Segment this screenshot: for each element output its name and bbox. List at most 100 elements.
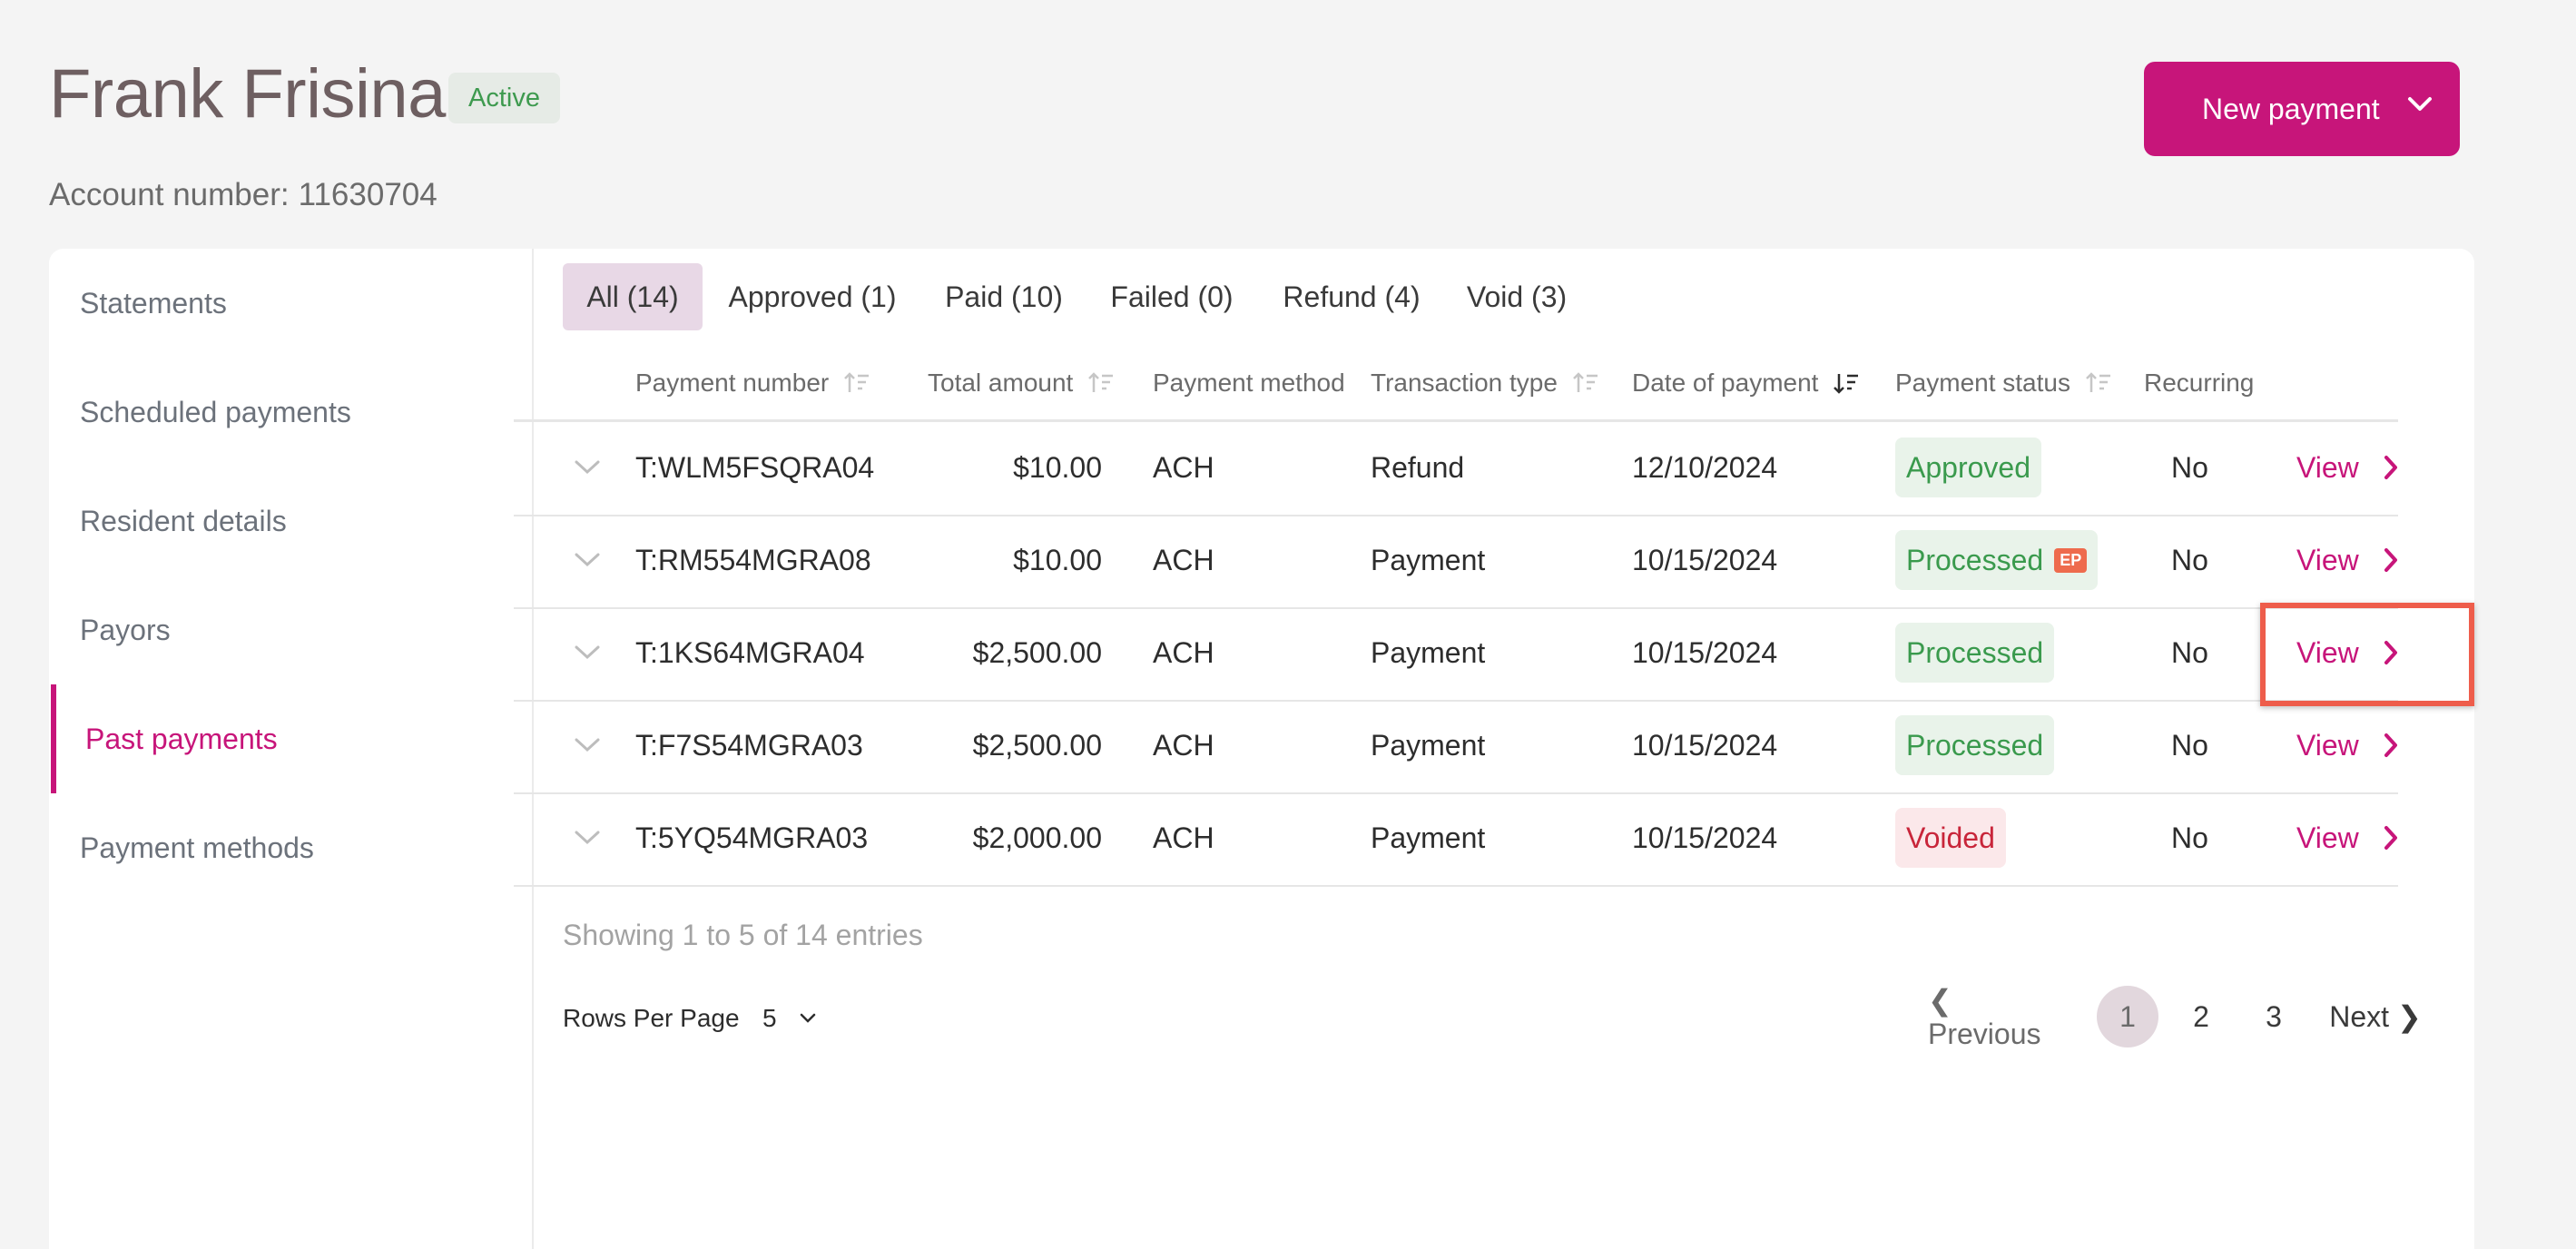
chevron-down-icon	[575, 460, 600, 475]
date-of-payment: 12/10/2024	[1632, 450, 1778, 484]
date-of-payment: 10/15/2024	[1632, 543, 1778, 576]
total-amount: $2,500.00	[972, 728, 1102, 762]
chevron-right-icon	[2384, 456, 2397, 479]
pagination-next[interactable]: Next ❯	[2329, 1000, 2422, 1033]
new-payment-label: New payment	[2202, 92, 2380, 125]
column-header-total-amount[interactable]: Total amount	[928, 358, 1115, 408]
payment-method: ACH	[1153, 821, 1214, 854]
payment-number: T:F7S54MGRA03	[635, 728, 863, 762]
payment-method: ACH	[1153, 543, 1214, 576]
payment-method: ACH	[1153, 450, 1214, 484]
sidebar-item-resident-details[interactable]: Resident details	[80, 504, 287, 537]
payment-status: Processed EP	[1895, 515, 2099, 605]
column-header-recurring: Recurring	[2144, 369, 2255, 397]
recurring: No	[2171, 821, 2208, 854]
chevron-down-icon	[800, 1013, 815, 1023]
account-number-value: 11630704	[298, 177, 438, 212]
view-link[interactable]: View	[2296, 607, 2399, 698]
chevron-right-icon	[2384, 548, 2397, 572]
transaction-type: Refund	[1371, 450, 1465, 484]
status-badge: Voided	[1895, 808, 2006, 868]
payment-method: ACH	[1153, 728, 1214, 762]
transaction-type: Payment	[1371, 543, 1486, 576]
expand-row-button[interactable]	[574, 515, 601, 605]
recurring: No	[2171, 543, 2208, 576]
payment-number: T:WLM5FSQRA04	[635, 450, 875, 484]
sidebar-item-payors[interactable]: Payors	[80, 613, 171, 646]
total-amount: $10.00	[1013, 450, 1102, 484]
chevron-right-icon	[2384, 641, 2397, 664]
sidebar-item-past-payments[interactable]: Past payments	[49, 684, 532, 793]
pagination-page-3[interactable]: 3	[2266, 999, 2282, 1033]
sort-descending-icon	[1834, 374, 1859, 394]
total-amount: $10.00	[1013, 543, 1102, 576]
expand-row-button[interactable]	[574, 700, 601, 791]
sort-icon	[2086, 372, 2110, 392]
rows-per-page-value: 5	[762, 1004, 777, 1032]
recurring: No	[2171, 728, 2208, 762]
date-of-payment: 10/15/2024	[1632, 728, 1778, 762]
transaction-type: Payment	[1371, 635, 1486, 669]
table-row: T:RM554MGRA08 $10.00 ACH Payment 10/15/2…	[514, 515, 2398, 609]
chevron-down-icon	[2408, 97, 2432, 111]
sort-icon	[844, 372, 870, 392]
date-of-payment: 10/15/2024	[1632, 635, 1778, 669]
recurring: No	[2171, 450, 2208, 484]
tab-all[interactable]: All (14)	[563, 263, 703, 330]
chevron-right-icon	[2384, 826, 2397, 850]
column-header-transaction-type[interactable]: Transaction type	[1371, 358, 1599, 408]
sidebar: Statements Scheduled payments Resident d…	[49, 249, 534, 1249]
status-badge: Processed	[1895, 623, 2055, 683]
total-amount: $2,000.00	[972, 821, 1102, 854]
tab-void[interactable]: Void (3)	[1466, 280, 1568, 313]
chevron-down-icon	[575, 553, 600, 567]
expand-row-button[interactable]	[574, 607, 601, 698]
sidebar-item-statements[interactable]: Statements	[80, 286, 227, 320]
sidebar-item-payment-methods[interactable]: Payment methods	[80, 831, 314, 864]
expand-row-button[interactable]	[574, 792, 601, 883]
column-header-payment-method: Payment method	[1153, 369, 1345, 397]
tab-approved[interactable]: Approved (1)	[728, 280, 897, 313]
payment-number: T:5YQ54MGRA03	[635, 821, 869, 854]
chevron-right-icon	[2384, 733, 2397, 757]
content-panel: Statements Scheduled payments Resident d…	[49, 249, 2474, 1249]
pagination-page-1[interactable]: 1	[2097, 986, 2158, 1047]
chevron-down-icon	[575, 738, 600, 752]
view-link[interactable]: View	[2296, 422, 2399, 513]
chevron-down-icon	[575, 645, 600, 660]
new-payment-button[interactable]: New payment	[2144, 62, 2460, 156]
tab-refund[interactable]: Refund (4)	[1283, 280, 1421, 313]
ep-badge: EP	[2054, 547, 2088, 573]
status-badge: Approved	[1895, 438, 2041, 497]
transaction-type: Payment	[1371, 728, 1486, 762]
date-of-payment: 10/15/2024	[1632, 821, 1778, 854]
sidebar-item-scheduled-payments[interactable]: Scheduled payments	[80, 395, 351, 428]
payment-number: T:1KS64MGRA04	[635, 635, 865, 669]
sort-icon	[1573, 372, 1598, 392]
view-link[interactable]: View	[2296, 700, 2399, 791]
tab-paid[interactable]: Paid (10)	[945, 280, 1063, 313]
view-link[interactable]: View	[2296, 792, 2399, 883]
column-header-payment-number[interactable]: Payment number	[635, 358, 870, 408]
payment-number: T:RM554MGRA08	[635, 543, 871, 576]
page-title: Frank Frisina	[49, 55, 446, 133]
account-number-label: Account number:	[49, 177, 290, 212]
payment-status: Voided	[1895, 792, 2006, 883]
rows-per-page-select[interactable]: 5	[762, 1004, 817, 1033]
chevron-down-icon	[575, 831, 600, 845]
status-badge: Processed	[1895, 715, 2055, 775]
account-number: Account number: 11630704	[49, 177, 438, 213]
entries-summary: Showing 1 to 5 of 14 entries	[563, 919, 923, 951]
view-link[interactable]: View	[2296, 515, 2399, 605]
pagination-previous[interactable]: ❮ Previous	[1928, 983, 2041, 1050]
rows-per-page-label: Rows Per Page	[563, 1004, 740, 1032]
payment-status: Approved	[1895, 422, 2041, 513]
column-header-date-of-payment[interactable]: Date of payment	[1632, 358, 1860, 408]
pagination-page-2[interactable]: 2	[2193, 999, 2209, 1033]
column-header-payment-status[interactable]: Payment status	[1895, 358, 2112, 408]
total-amount: $2,500.00	[972, 635, 1102, 669]
table-row: T:F7S54MGRA03 $2,500.00 ACH Payment 10/1…	[514, 700, 2398, 794]
transaction-type: Payment	[1371, 821, 1486, 854]
tab-failed[interactable]: Failed (0)	[1110, 280, 1234, 313]
expand-row-button[interactable]	[574, 422, 601, 513]
